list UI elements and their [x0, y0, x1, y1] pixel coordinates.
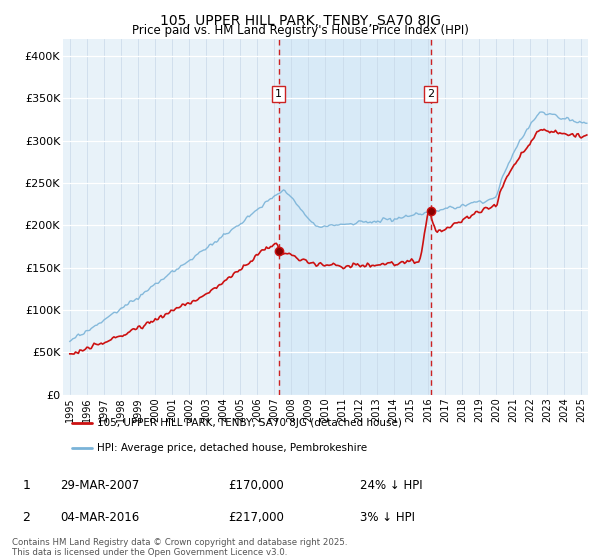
- Text: 105, UPPER HILL PARK, TENBY, SA70 8JG: 105, UPPER HILL PARK, TENBY, SA70 8JG: [160, 14, 440, 28]
- Text: 1: 1: [22, 479, 31, 492]
- Text: 105, UPPER HILL PARK, TENBY, SA70 8JG (detached house): 105, UPPER HILL PARK, TENBY, SA70 8JG (d…: [97, 418, 402, 428]
- Text: £170,000: £170,000: [228, 479, 284, 492]
- Text: HPI: Average price, detached house, Pembrokeshire: HPI: Average price, detached house, Pemb…: [97, 442, 367, 452]
- Text: Contains HM Land Registry data © Crown copyright and database right 2025.
This d: Contains HM Land Registry data © Crown c…: [12, 538, 347, 557]
- Text: Price paid vs. HM Land Registry's House Price Index (HPI): Price paid vs. HM Land Registry's House …: [131, 24, 469, 37]
- Text: £217,000: £217,000: [228, 511, 284, 524]
- Text: 3% ↓ HPI: 3% ↓ HPI: [360, 511, 415, 524]
- Text: 04-MAR-2016: 04-MAR-2016: [60, 511, 139, 524]
- Text: 1: 1: [275, 89, 282, 99]
- Text: 29-MAR-2007: 29-MAR-2007: [60, 479, 139, 492]
- Bar: [278, 39, 431, 395]
- Text: 2: 2: [427, 89, 434, 99]
- Text: 2: 2: [22, 511, 31, 524]
- Text: 24% ↓ HPI: 24% ↓ HPI: [360, 479, 422, 492]
